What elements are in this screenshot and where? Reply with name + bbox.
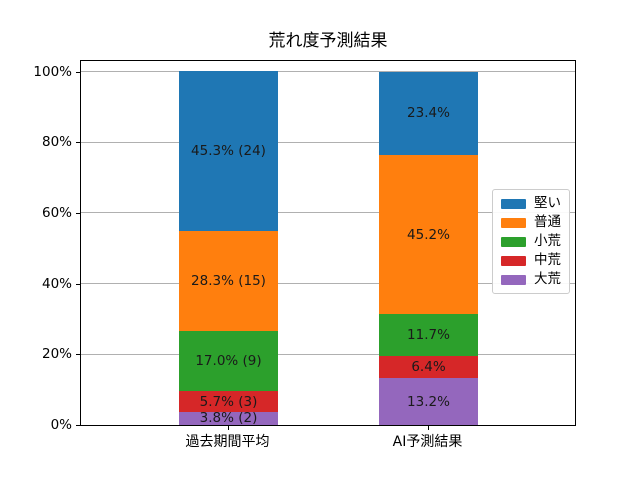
gridline (81, 212, 575, 214)
legend-entry: 普通 (501, 213, 561, 232)
legend-label: 普通 (534, 214, 561, 230)
gridline (81, 141, 575, 143)
gridline (81, 71, 575, 73)
bar-segment-label: 3.8% (2) (199, 410, 258, 427)
bar-segment: 23.4% (379, 71, 478, 155)
bar-segment: 45.3% (24) (179, 71, 278, 232)
legend-swatch-icon (501, 236, 526, 247)
legend-swatch-icon (501, 198, 526, 209)
legend-swatch-icon (501, 217, 526, 228)
bar-segment-label: 5.7% (3) (199, 393, 258, 410)
gridline (81, 283, 575, 285)
y-axis-tick-label: 20% (41, 346, 72, 363)
bar-segment: 6.4% (379, 355, 478, 379)
bar-segment-label: 6.4% (411, 359, 446, 376)
bar-segment-label: 23.4% (407, 105, 450, 122)
legend-label: 中荒 (534, 252, 561, 268)
legend-label: 小荒 (534, 233, 561, 249)
bar-segment-label: 13.2% (407, 393, 450, 410)
bar-segment: 5.7% (3) (179, 391, 278, 412)
bar-segment-label: 28.3% (15) (191, 273, 266, 290)
x-axis-tick (227, 426, 229, 430)
gridline (81, 353, 575, 355)
bar-segment: 45.2% (379, 154, 478, 315)
y-axis-tick (76, 354, 80, 356)
x-axis-tick-label: 過去期間平均 (185, 434, 270, 450)
legend: 堅い普通小荒中荒大荒 (492, 189, 570, 294)
y-axis-tick (76, 283, 80, 285)
legend-swatch-icon (501, 255, 526, 266)
y-axis-tick-label: 40% (41, 275, 72, 292)
chart-title: 荒れ度予測結果 (268, 31, 388, 51)
y-axis-tick (76, 142, 80, 144)
y-axis-tick-label: 80% (41, 134, 72, 151)
legend-label: 大荒 (534, 271, 561, 287)
bar-segment: 13.2% (379, 378, 478, 425)
y-axis-tick-label: 100% (33, 63, 72, 80)
x-axis-tick (427, 426, 429, 430)
bar-segment: 11.7% (379, 314, 478, 356)
x-axis-tick-label: AI予測結果 (392, 434, 463, 450)
stacked-bar: 3.8% (2) 5.7% (3) 17.0% (9) 28.3% (15) 45.3%… (179, 71, 278, 425)
bar-segment: 17.0% (9) (179, 331, 278, 392)
legend-entry: 小荒 (501, 232, 561, 251)
legend-entry: 中荒 (501, 251, 561, 270)
y-axis-tick-label: 60% (41, 204, 72, 221)
bar-segment: 3.8% (2) (179, 410, 278, 427)
legend-entry: 堅い (501, 194, 561, 213)
bar-segment-label: 11.7% (407, 327, 450, 344)
y-axis-tick (76, 212, 80, 214)
bar-segment-label: 45.2% (407, 226, 450, 243)
bar-segment-label: 45.3% (24) (191, 143, 266, 160)
y-axis-tick (76, 71, 80, 73)
legend-label: 堅い (534, 195, 561, 211)
legend-entry: 大荒 (501, 270, 561, 289)
bar-segment-label: 17.0% (9) (195, 353, 262, 370)
y-axis-tick (76, 425, 80, 426)
stacked-bar: 13.2% 6.4% 11.7% 45.2% 23.4% (379, 71, 478, 425)
y-axis-tick-label: 0% (50, 417, 72, 433)
legend-swatch-icon (501, 274, 526, 285)
bar-segment: 28.3% (15) (179, 231, 278, 332)
